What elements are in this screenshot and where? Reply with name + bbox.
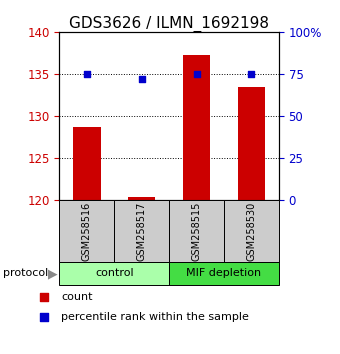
Text: GSM258515: GSM258515 (191, 201, 202, 261)
Text: percentile rank within the sample: percentile rank within the sample (61, 312, 249, 322)
Text: GSM258517: GSM258517 (137, 201, 147, 261)
Text: ▶: ▶ (48, 267, 57, 280)
Text: protocol: protocol (3, 268, 49, 279)
Text: control: control (95, 268, 134, 279)
Bar (169, 200, 224, 262)
Point (41, 295, 47, 300)
Bar (59, 262, 169, 285)
Point (249, 71, 254, 77)
Bar (183, 55, 210, 200)
Title: GDS3626 / ILMN_1692198: GDS3626 / ILMN_1692198 (69, 16, 269, 32)
Text: GSM258516: GSM258516 (82, 201, 92, 261)
Bar (224, 200, 279, 262)
Bar (114, 200, 169, 262)
Bar (73, 127, 101, 200)
Point (139, 76, 144, 82)
Bar (238, 86, 265, 200)
Bar (169, 262, 279, 285)
Point (194, 71, 199, 77)
Point (41, 314, 47, 320)
Bar (59, 200, 114, 262)
Point (84, 71, 90, 77)
Text: MIF depletion: MIF depletion (186, 268, 261, 279)
Text: GSM258530: GSM258530 (246, 201, 256, 261)
Text: count: count (61, 292, 93, 302)
Bar (128, 198, 155, 200)
